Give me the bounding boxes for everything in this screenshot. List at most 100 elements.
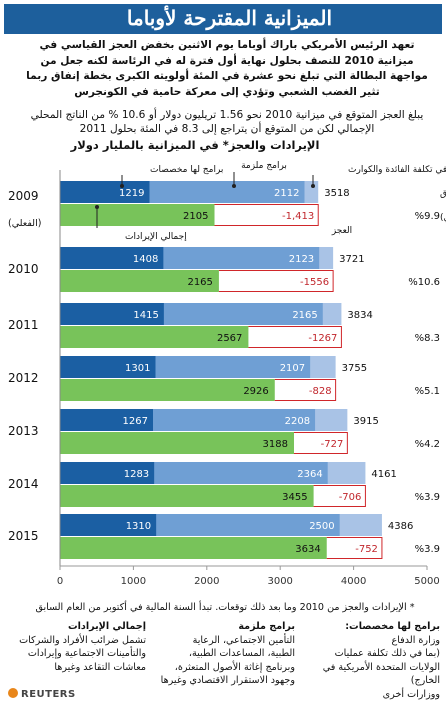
x-tick-label: 5000 bbox=[414, 576, 439, 587]
label-mandatory-programs-key: برامج ملزمة bbox=[241, 161, 287, 171]
actual-label: (الفعلي) bbox=[8, 218, 41, 229]
bar-programs-with-allocations bbox=[60, 181, 150, 203]
year-label: 2010 bbox=[8, 262, 39, 276]
chart-title: الإيرادات والعجز* في الميزانية بالمليار … bbox=[70, 138, 320, 152]
label-deficit: -1,413 bbox=[282, 211, 314, 222]
deficit-bracket bbox=[293, 432, 348, 454]
title-bar: الميزانية المقترحة لأوباما bbox=[4, 4, 442, 34]
bar-total-revenue bbox=[60, 379, 275, 401]
label-deficit-gdp: %3.9 bbox=[415, 492, 440, 503]
leader-dot bbox=[95, 205, 99, 209]
legend-line: التأمين الاجتماعي، الرعاية bbox=[192, 634, 295, 646]
year-label: 2012 bbox=[8, 371, 39, 385]
label-deficit: -706 bbox=[339, 492, 362, 503]
year-label: 2013 bbox=[8, 424, 39, 438]
legend-line: تشمل ضرائب الأفراد والشركات bbox=[19, 634, 146, 646]
x-tick-label: 4000 bbox=[341, 576, 366, 587]
bar-programs-with-allocations bbox=[60, 247, 164, 269]
label-total-revenue-key: إجمالي الإيرادات bbox=[125, 232, 187, 242]
label-deficit: -752 bbox=[355, 544, 378, 555]
label-deficit-key: العجز bbox=[331, 226, 352, 236]
label-deficit-gdp: %5.1 bbox=[415, 386, 440, 397]
bar-total-revenue bbox=[60, 485, 314, 507]
deficit-bracket bbox=[218, 270, 334, 292]
deficit-summary: يبلغ العجز المتوقع في ميزانية 2010 نحو 1… bbox=[30, 109, 424, 135]
label-total-revenue: 2926 bbox=[243, 386, 268, 397]
label-total-revenue: 3188 bbox=[263, 439, 288, 450]
label-gdp-key: (من الناتج المحلي) bbox=[440, 213, 446, 223]
label-deficit: -828 bbox=[309, 386, 332, 397]
reuters-logo: REUTERS bbox=[8, 688, 76, 700]
bar-programs-with-allocations bbox=[60, 514, 157, 536]
label-mandatory-programs: 2208 bbox=[285, 416, 310, 427]
legend-line: الطبية، المساعدات الطبية، bbox=[188, 648, 295, 659]
legend-line: الولايات المتحدة الأمريكية في الخارج) bbox=[322, 661, 440, 687]
label-deficit: -1556 bbox=[300, 277, 329, 288]
label-mandatory-programs: 2112 bbox=[274, 188, 299, 199]
legend-line: والتأمينات الاجتماعية وإيرادات bbox=[27, 648, 146, 659]
label-deficit: -1267 bbox=[308, 333, 337, 344]
label-programs-with-allocations-key: برامج لها مخصصات bbox=[150, 165, 223, 175]
label-mandatory-programs: 2500 bbox=[309, 521, 334, 532]
legend-title: إجمالي الإيرادات bbox=[67, 621, 146, 632]
label-total-revenue: 2165 bbox=[187, 277, 212, 288]
bar-total-revenue bbox=[60, 270, 219, 292]
label-total-spending: 3518 bbox=[324, 188, 349, 199]
intro-text: تعهد الرئيس الأمريكي باراك أوباما يوم ال… bbox=[26, 39, 428, 98]
bar-programs-with-allocations bbox=[60, 356, 156, 378]
x-tick-label: 1000 bbox=[121, 576, 146, 587]
deficit-bracket bbox=[274, 379, 337, 401]
legend-title: برامج لها مخصصات: bbox=[345, 621, 440, 632]
label-programs-with-allocations: 1310 bbox=[126, 521, 151, 532]
label-total-revenue: 2105 bbox=[183, 211, 208, 222]
label-deficit-gdp: %9.9 bbox=[415, 211, 440, 222]
label-programs-with-allocations: 1267 bbox=[123, 416, 148, 427]
legend-line: (بما في ذلك تكلفة عمليات bbox=[334, 648, 440, 659]
year-label: 2015 bbox=[8, 529, 39, 543]
bar-total-revenue bbox=[60, 537, 327, 559]
label-deficit-gdp: %3.9 bbox=[415, 544, 440, 555]
label-total-spending: 3721 bbox=[339, 254, 364, 265]
label-programs-with-allocations: 1301 bbox=[125, 363, 150, 374]
label-deficit: -727 bbox=[321, 439, 344, 450]
legend-programs-with-allocations: برامج لها مخصصات: وزارة الدفاع (بما في ذ… bbox=[300, 620, 440, 701]
legend-line: وبرنامج إغاثة الأصول المتعثرة، bbox=[174, 661, 295, 673]
deficit-bracket bbox=[313, 485, 366, 507]
label-programs-with-allocations: 1219 bbox=[119, 188, 144, 199]
label-mandatory-programs: 2364 bbox=[297, 469, 322, 480]
label-total-spending: 4386 bbox=[388, 521, 413, 532]
legend-line: وزارة الدفاع bbox=[391, 634, 441, 646]
label-programs-with-allocations: 1415 bbox=[133, 310, 158, 321]
label-total-spending-key: إجمالي أوجه الإنفاق bbox=[440, 187, 446, 199]
budget-chart: 1219 2112 3518 2105 -1,413 %9.9 2009 1408 2123 37… bbox=[8, 161, 446, 587]
label-mandatory-programs: 2107 bbox=[280, 363, 305, 374]
x-tick-label: 0 bbox=[57, 576, 63, 587]
legend-line: وجهود الاستقرار الاقتصادي وغيرها bbox=[160, 675, 295, 686]
footnote: * الإيرادات والعجز من 2010 وما بعد ذلك ت… bbox=[35, 602, 415, 613]
leader-dot bbox=[232, 184, 236, 188]
legend-title: برامج ملزمة bbox=[238, 621, 295, 632]
reuters-dot-icon bbox=[8, 688, 18, 698]
label-total-spending: 3834 bbox=[347, 310, 372, 321]
page-title: الميزانية المقترحة لأوباما bbox=[126, 6, 332, 30]
label-deficit-gdp: %4.2 bbox=[415, 439, 440, 450]
year-label: 2014 bbox=[8, 477, 39, 491]
label-programs-with-allocations: 1283 bbox=[124, 469, 149, 480]
label-total-spending: 3755 bbox=[342, 363, 367, 374]
label-total-spending: 4161 bbox=[371, 469, 396, 480]
legend-total-revenue: إجمالي الإيرادات تشمل ضرائب الأفراد والش… bbox=[8, 620, 146, 674]
legend-line: ووزارات أخرى bbox=[382, 688, 440, 700]
label-mandatory-programs: 2165 bbox=[292, 310, 317, 321]
bar-total-revenue bbox=[60, 204, 215, 226]
label-deficit-gdp: %8.3 bbox=[415, 333, 440, 344]
label-programs-with-allocations: 1408 bbox=[133, 254, 158, 265]
bar-programs-with-allocations bbox=[60, 409, 153, 431]
x-tick-label: 3000 bbox=[267, 576, 292, 587]
legend-line: معاشات التقاعد وغيرها bbox=[54, 661, 146, 673]
label-total-spending: 3915 bbox=[353, 416, 378, 427]
label-net-interest-key: صافي تكلفة الفائدة والكوارث bbox=[348, 165, 446, 175]
leader-dot bbox=[120, 184, 124, 188]
deficit-bracket bbox=[326, 537, 383, 559]
year-label: 2009 bbox=[8, 189, 39, 203]
x-tick-label: 2000 bbox=[194, 576, 219, 587]
